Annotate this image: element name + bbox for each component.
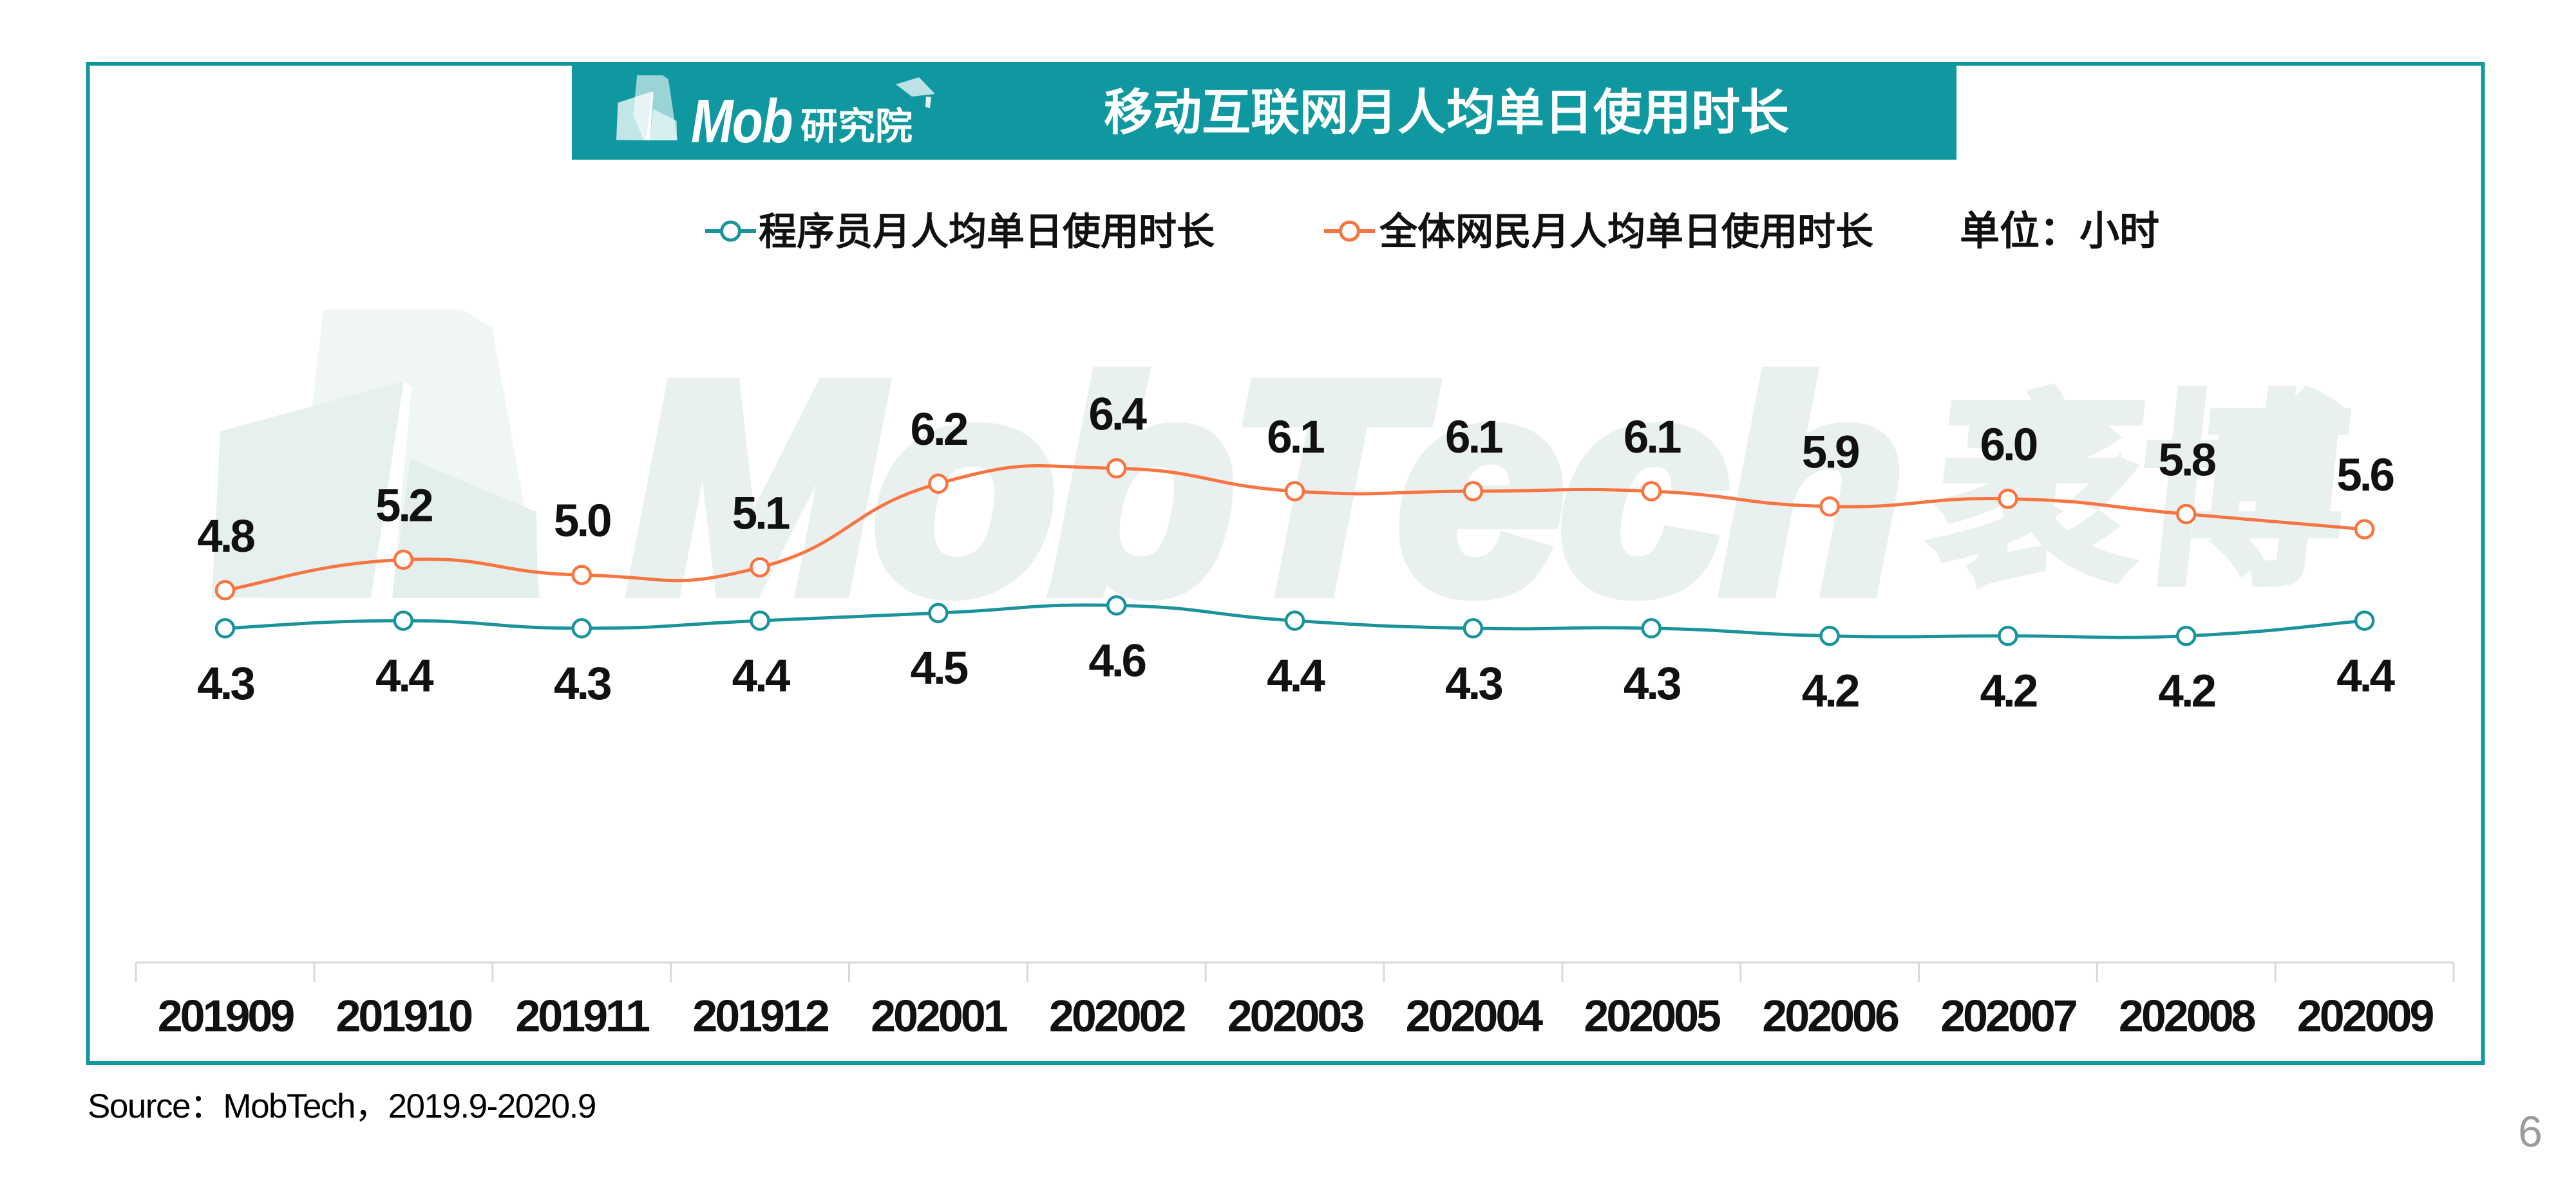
svg-text:移动互联网月人均单日使用时长: 移动互联网月人均单日使用时长 — [1104, 86, 1789, 140]
svg-text:4.8: 4.8 — [197, 511, 254, 562]
svg-text:4.2: 4.2 — [1980, 666, 2037, 717]
svg-text:202005: 202005 — [1584, 991, 1720, 1041]
svg-text:202004: 202004 — [1406, 991, 1544, 1041]
svg-text:4.6: 4.6 — [1088, 635, 1145, 686]
svg-text:6.4: 6.4 — [1088, 389, 1147, 440]
svg-text:6.2: 6.2 — [911, 404, 967, 455]
svg-text:6.1: 6.1 — [1624, 412, 1681, 463]
svg-text:202006: 202006 — [1762, 991, 1899, 1041]
svg-text:4.4: 4.4 — [375, 651, 434, 702]
svg-text:6: 6 — [2518, 1107, 2543, 1156]
svg-text:202009: 202009 — [2297, 991, 2434, 1041]
svg-text:202001: 202001 — [871, 991, 1007, 1041]
svg-text:201912: 201912 — [692, 991, 829, 1041]
svg-text:程序员月人均单日使用时长: 程序员月人均单日使用时长 — [759, 211, 1215, 253]
svg-text:4.4: 4.4 — [2336, 651, 2395, 702]
svg-text:Source：MobTech，2019.9-2020.9: Source：MobTech，2019.9-2020.9 — [88, 1087, 596, 1125]
svg-text:Mob: Mob — [691, 87, 792, 156]
svg-text:5.2: 5.2 — [375, 480, 432, 531]
svg-text:4.3: 4.3 — [197, 659, 254, 709]
svg-text:202008: 202008 — [2119, 991, 2255, 1041]
svg-text:研究院: 研究院 — [800, 106, 913, 147]
svg-text:6.0: 6.0 — [1980, 420, 2037, 471]
svg-text:5.6: 5.6 — [2336, 450, 2393, 501]
svg-text:单位：小时: 单位：小时 — [1960, 209, 2159, 254]
svg-text:201909: 201909 — [158, 991, 294, 1041]
svg-text:201911: 201911 — [515, 991, 649, 1041]
svg-text:4.3: 4.3 — [1624, 659, 1680, 709]
svg-text:5.8: 5.8 — [2158, 435, 2215, 486]
svg-text:4.2: 4.2 — [1802, 666, 1859, 717]
svg-text:全体网民月人均单日使用时长: 全体网民月人均单日使用时长 — [1379, 211, 1873, 253]
svg-text:5.0: 5.0 — [554, 496, 611, 547]
svg-text:4.4: 4.4 — [732, 651, 791, 702]
svg-text:202007: 202007 — [1940, 991, 2076, 1041]
svg-text:202003: 202003 — [1227, 991, 1364, 1041]
svg-text:4.4: 4.4 — [1267, 651, 1325, 702]
svg-text:4.3: 4.3 — [1445, 659, 1502, 709]
svg-text:4.5: 4.5 — [911, 643, 968, 694]
svg-text:202002: 202002 — [1049, 991, 1186, 1041]
svg-text:6.1: 6.1 — [1267, 412, 1324, 463]
svg-text:5.9: 5.9 — [1802, 427, 1859, 478]
svg-text:6.1: 6.1 — [1445, 412, 1502, 463]
svg-text:4.2: 4.2 — [2158, 666, 2215, 717]
svg-text:4.3: 4.3 — [554, 659, 611, 709]
svg-text:袤博: 袤博 — [1925, 380, 2356, 608]
svg-text:201910: 201910 — [336, 991, 473, 1041]
svg-text:5.1: 5.1 — [732, 488, 790, 539]
